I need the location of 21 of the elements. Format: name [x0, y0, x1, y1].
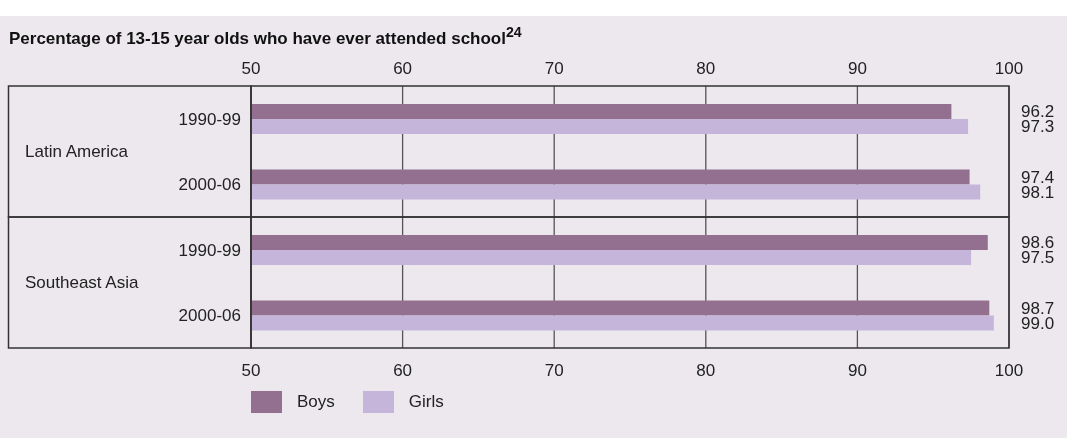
x-tick-label: 90 — [847, 59, 867, 78]
x-tick-label: 80 — [696, 59, 716, 78]
y-tick-label: 1990-99 — [178, 109, 241, 129]
x2-tick-label: 100 — [994, 361, 1024, 381]
legend-label: Boys — [297, 392, 335, 412]
legend-label: Girls — [408, 392, 444, 412]
x-tick-label: 50 — [241, 59, 261, 78]
x-tick-label: 70 — [544, 59, 564, 78]
x2-tick-label: 90 — [847, 361, 867, 381]
text: Latin America — [25, 142, 129, 161]
x-tick-label: 100 — [994, 59, 1024, 78]
text: Southeast Asia — [25, 273, 139, 292]
x2-tick-label: 60 — [393, 361, 413, 381]
x2-tick-label: 70 — [544, 361, 564, 381]
y-tick-label: 2000-06 — [178, 175, 241, 195]
x2-tick-label: 80 — [696, 361, 716, 381]
y-tick-label: 2000-06 — [178, 306, 241, 326]
x2-tick-label: 50 — [241, 361, 261, 381]
y-tick-label: 1990-99 — [178, 240, 241, 260]
chart-title: Percentage of 13-15 year olds who have ever attended school$^{24}$ — [9, 24, 522, 49]
x-tick-label: 60 — [393, 59, 413, 78]
